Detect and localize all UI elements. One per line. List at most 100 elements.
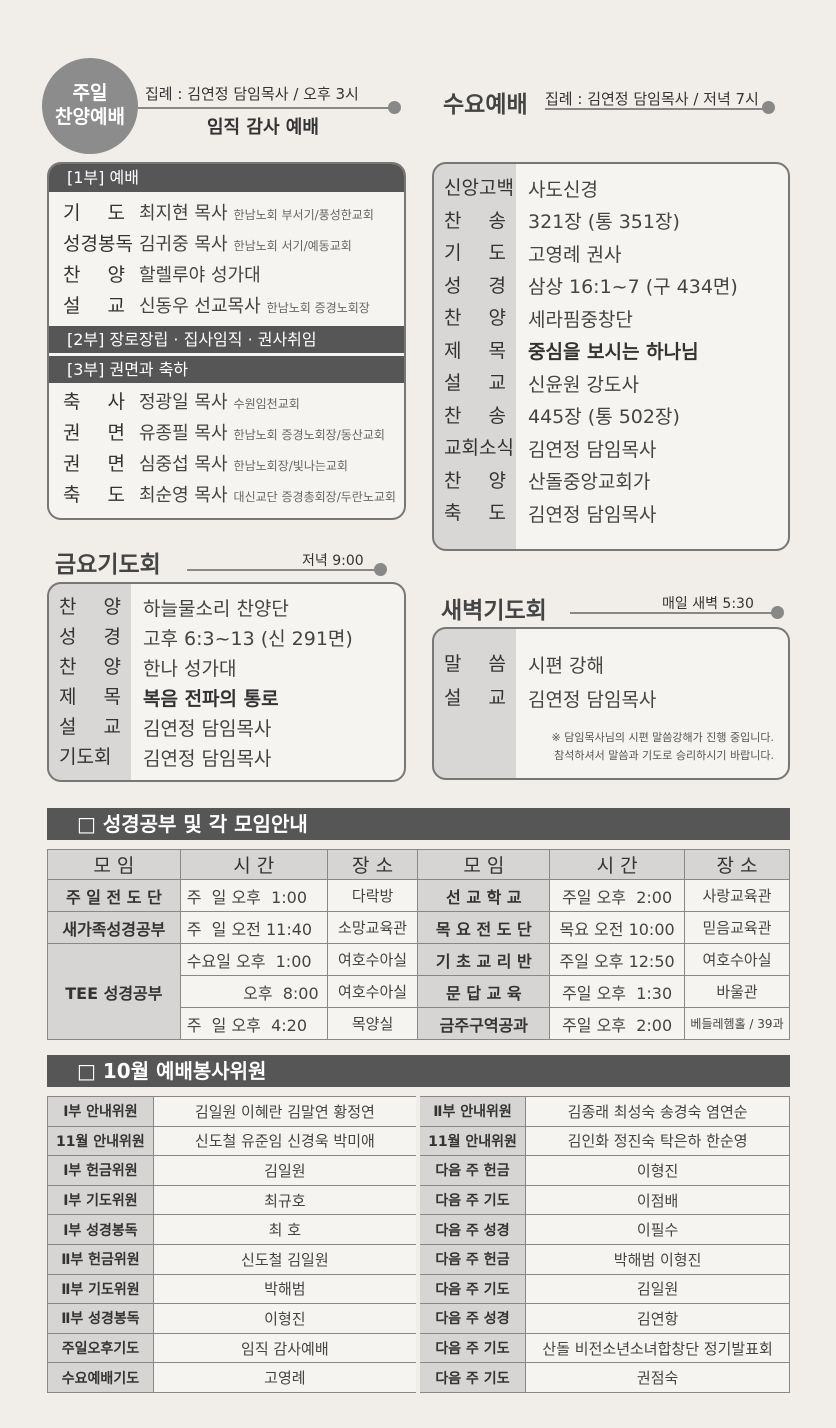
program-row: 교회소식 김연정 담임목사: [434, 432, 788, 465]
program-row: 찬 양 하늘물소리 찬양단: [49, 592, 404, 622]
wednesday-program-box: 신앙고백 사도신경 찬 송 321장 (통 351장) 기 도 고영례 권사 성 경 삼상 1…: [432, 162, 790, 551]
program-label: 성경봉독: [63, 233, 133, 255]
program-row: 성 경 고후 6:3~13 (신 291면): [49, 622, 404, 652]
program-value: 삼상 16:1~7 (구 434면): [528, 276, 738, 299]
sunday-program-box: [1부] 예배 기 도 최지현 목사 한남노회 부서기/풍성한교회 성경봉독 김귀중 목…: [47, 162, 406, 520]
divider: [570, 612, 775, 614]
servers-section-header: □ 10월 예배봉사위원: [47, 1055, 790, 1087]
meeting-place: 베들레헴홀 / 39과: [684, 1007, 790, 1040]
program-row: 찬 양 세라핌중창단: [434, 302, 788, 335]
program-value: 산돌중앙교회가: [528, 471, 651, 494]
table-row: Ⅱ부 성경봉독 이형진 다음 주 성경 김연항: [47, 1303, 790, 1334]
program-row: 설 교 신윤원 강도사: [434, 367, 788, 400]
program-label: 권 면: [63, 422, 125, 444]
role-label: 11월 안내위원: [47, 1125, 154, 1157]
column-header: 시 간: [549, 849, 686, 880]
program-label: 권 면: [63, 453, 125, 475]
program-label: 성 경: [49, 622, 131, 652]
program-label: 성 경: [434, 269, 516, 302]
meeting-place: 여호수아실: [684, 943, 790, 976]
program-row: 권 면 유종필 목사 한남노회 증경노회장/동산교회: [63, 418, 404, 449]
program-note: 한남노회 증경노회장/동산교회: [233, 428, 385, 442]
meeting-time: 주일 오후 2:00: [549, 1007, 686, 1040]
sunday-officiant: 집례 : 김연정 담임목사 / 오후 3시: [145, 85, 359, 103]
program-label: 찬 양: [434, 302, 516, 335]
program-label: 찬 양: [49, 652, 131, 682]
program-name: 할렐루야 성가대: [139, 265, 261, 286]
role-label: 다음 주 헌금: [415, 1243, 527, 1275]
role-label: Ⅰ부 기도위원: [47, 1184, 154, 1216]
role-label: 수요예배기도: [47, 1362, 154, 1393]
role-names: 임직 감사예배: [152, 1332, 419, 1364]
meeting-time: 주 일 오후 4:20: [179, 1007, 328, 1040]
program-row: 찬 송 445장 (통 502장): [434, 399, 788, 432]
program-label: 설 교: [49, 712, 131, 742]
role-names: 최규호: [152, 1184, 419, 1216]
role-names: 고영례: [152, 1362, 419, 1393]
program-label: 설 교: [63, 295, 125, 317]
role-names: 산돌 비전소년소녀합창단 정기발표회: [525, 1332, 790, 1364]
program-value: 사도신경: [528, 178, 598, 201]
table-row: 오후 8:00 여호수아실 문 답 교 육 주일 오후 1:30 바울관: [48, 975, 790, 1008]
part3-header: [3부] 권면과 축하: [49, 356, 404, 383]
program-value: 한나 성가대: [143, 657, 237, 680]
sunday-service-badge: 주일 찬양예배: [42, 58, 138, 154]
role-label: 11월 안내위원: [415, 1125, 527, 1157]
role-names: 김일원: [525, 1273, 790, 1305]
role-label: Ⅰ부 안내위원: [47, 1096, 154, 1127]
role-label: 다음 주 헌금: [415, 1155, 527, 1186]
meeting-time: 수요일 오후 1:00: [179, 943, 328, 976]
sunday-theme: 임직 감사 예배: [207, 117, 319, 138]
program-label: 축 도: [63, 484, 125, 506]
program-row: 찬 양 산돌중앙교회가: [434, 464, 788, 497]
program-row: 성경봉독 김귀중 목사 한남노회 서기/예동교회: [63, 229, 404, 260]
program-row: 설 교 김연정 담임목사: [434, 681, 788, 715]
divider: [545, 108, 767, 110]
program-label: 말 씀: [434, 647, 516, 681]
group-name: 새가족성경공부: [47, 911, 181, 944]
meeting-place: 목양실: [326, 1007, 419, 1040]
program-value: 김연정 담임목사: [143, 747, 272, 770]
program-label: 찬 양: [434, 464, 516, 497]
program-value: 시편 강해: [528, 654, 604, 677]
role-label: Ⅱ부 헌금위원: [47, 1243, 154, 1275]
program-value: 김연정 담임목사: [528, 438, 657, 461]
program-note: 한남노회 서기/예동교회: [233, 239, 352, 253]
table-row: 주 일 오후 4:20 목양실 금주구역공과 주일 오후 2:00 베들레헴홀 / 39…: [48, 1007, 790, 1040]
group-name: 문 답 교 육: [417, 975, 551, 1008]
role-label: Ⅱ부 성경봉독: [47, 1303, 154, 1334]
role-names: 신도철 유준임 신경욱 박미애: [152, 1125, 419, 1157]
program-value: 세라핌중창단: [528, 308, 633, 331]
program-label: 축 사: [63, 391, 125, 413]
wednesday-title: 수요예배: [443, 92, 528, 118]
meeting-time: 오후 8:00: [179, 975, 328, 1008]
role-label: 다음 주 성경: [415, 1214, 527, 1245]
friday-title: 금요기도회: [55, 552, 161, 578]
program-row: 신앙고백 사도신경: [434, 172, 788, 205]
role-names: 이점배: [525, 1184, 790, 1216]
table-row: Ⅱ부 기도위원 박해범 다음 주 기도 김일원: [47, 1273, 790, 1305]
program-value: 고영례 권사: [528, 243, 622, 266]
program-label: 찬 송: [434, 399, 516, 432]
program-name: 최순영 목사: [139, 485, 228, 506]
program-row: 설 교 신동우 선교목사 한남노회 증경노회장: [63, 291, 404, 322]
program-label: 찬 양: [49, 592, 131, 622]
dot-icon: [762, 101, 775, 114]
program-row: 기 도 고영례 권사: [434, 237, 788, 270]
program-row: 제 목 복음 전파의 통로: [49, 682, 404, 712]
program-label: 축 도: [434, 497, 516, 530]
program-name: 정광일 목사: [139, 392, 228, 413]
role-label: Ⅰ부 성경봉독: [47, 1214, 154, 1245]
program-note: 한남노회 증경노회장: [266, 301, 370, 315]
role-names: 김일원: [152, 1155, 419, 1186]
program-label: 찬 양: [63, 264, 125, 286]
role-label: Ⅰ부 헌금위원: [47, 1155, 154, 1186]
role-names: 박해범 이형진: [525, 1243, 790, 1275]
program-label: 찬 송: [434, 204, 516, 237]
program-row: 성 경 삼상 16:1~7 (구 434면): [434, 269, 788, 302]
role-names: 이필수: [525, 1214, 790, 1245]
program-value: 김연정 담임목사: [528, 503, 657, 526]
